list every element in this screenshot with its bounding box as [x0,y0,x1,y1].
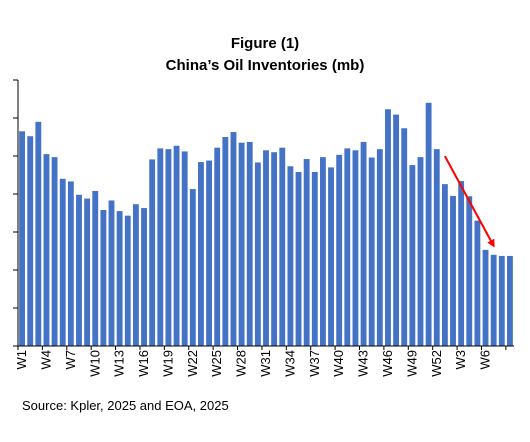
bar-w8 [76,194,82,346]
bar-w56 [466,196,473,346]
x-tick-label: W1 [14,350,29,370]
x-tick-label: W28 [234,350,249,377]
bar-w39 [328,167,334,346]
bar-w59 [490,254,497,346]
y-axis-ticks [13,79,18,347]
bar-w24 [206,160,212,346]
bar-w47 [393,114,400,346]
bar-w55 [458,181,465,346]
bar-w1 [19,131,25,346]
bar-w34 [287,166,294,346]
bar-w27 [230,132,237,346]
bar-w37 [311,171,318,346]
bar-w6 [59,178,66,346]
x-tick-label: W52 [429,350,444,377]
bar-w42 [352,150,359,346]
bar-w41 [344,148,351,346]
x-tick-label: W34 [282,350,297,377]
bar-w4 [43,154,50,346]
bar-w18 [157,148,164,346]
bar-series [19,102,513,346]
bar-w38 [319,157,326,346]
bar-w15 [132,204,139,346]
x-tick-label: W6 [478,350,493,370]
bar-w13 [116,211,123,346]
figure-label: Figure (1) [230,35,300,52]
source-note: Source: Kpler, 2025 and EOA, 2025 [22,398,229,413]
bar-w45 [376,149,383,346]
bar-w50 [417,157,424,346]
x-tick-label: W4 [38,350,53,370]
bar-w54 [450,195,456,346]
bar-w53 [441,184,448,346]
bar-w17 [149,159,156,346]
bar-w40 [336,154,343,346]
bar-w5 [51,157,58,346]
x-tick-label: W46 [380,350,395,377]
bar-w12 [108,200,115,346]
x-tick-label: W13 [112,350,127,377]
x-tick-label: W37 [307,350,322,377]
bar-w22 [189,189,196,346]
bar-w36 [303,159,310,346]
x-tick-label: W43 [356,350,371,377]
bar-w58 [482,249,489,346]
bar-w26 [222,137,229,346]
bar-w20 [173,145,180,346]
bar-w61 [507,255,513,346]
bar-w3 [35,121,42,346]
bar-w35 [295,171,302,346]
bar-w21 [181,151,188,346]
bar-w60 [498,255,505,346]
x-tick-label: W16 [136,350,151,377]
x-tick-label: W25 [209,350,224,377]
bar-w49 [409,165,416,346]
x-tick-label: W7 [63,350,78,370]
bar-w23 [198,162,204,346]
x-tick-label: W19 [160,350,175,377]
bar-w7 [67,181,74,346]
bar-w25 [214,147,221,346]
bar-w32 [271,152,278,346]
x-axis-ticks [17,346,507,350]
bar-w9 [84,198,91,346]
bar-w57 [474,220,481,346]
bar-w16 [141,208,147,346]
bar-w43 [360,141,367,346]
x-axis-tick-labels: W1 W4 W7 W10 W13 W16 W19 W22 W25 W28 W31 W34 W37 W40 W… [14,350,492,377]
x-tick-label: W31 [258,350,273,377]
bar-w29 [246,141,253,346]
bar-w19 [165,149,172,346]
bar-w10 [92,190,99,346]
bar-w52 [433,149,440,346]
x-tick-label: W10 [87,350,102,377]
x-tick-label: W40 [331,350,346,377]
bar-w14 [124,215,131,346]
bar-w51 [425,102,432,346]
bar-w33 [279,147,286,346]
chart-title: China’s Oil Inventories (mb) [165,57,365,74]
x-tick-label: W49 [404,350,419,377]
bar-w28 [238,142,245,346]
trend-arrow [444,155,495,248]
bar-w11 [100,209,107,346]
bar-w30 [254,162,261,346]
bar-w31 [263,150,269,346]
x-tick-label: W22 [185,350,200,377]
x-tick-label: W3 [453,350,468,370]
bar-w46 [385,109,391,346]
bar-w44 [368,157,375,346]
bar-w2 [27,136,34,346]
bar-w48 [401,128,408,346]
